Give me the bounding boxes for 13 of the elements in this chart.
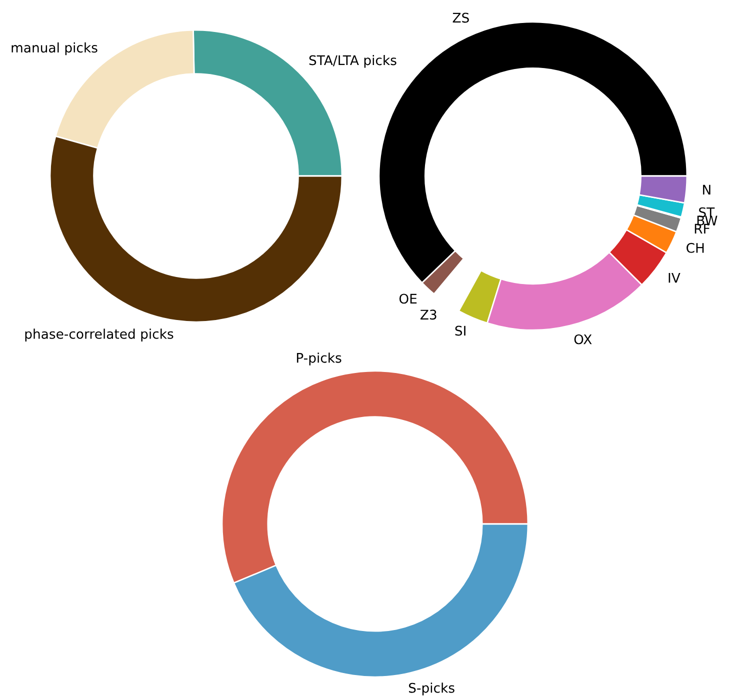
slice-label: manual picks xyxy=(12,42,98,56)
slice-label: CH xyxy=(686,242,704,253)
slice-label: OE xyxy=(399,294,417,304)
slice-label: SI xyxy=(455,326,466,336)
slice-label: IV xyxy=(668,273,680,283)
slice-label: STA/LTA picks xyxy=(309,54,396,68)
slice-label: phase-correlated picks xyxy=(25,328,174,342)
slice-label: Z3 xyxy=(420,310,436,320)
slice-label: N xyxy=(703,184,710,195)
slice-label: ZS xyxy=(452,12,469,23)
slice-label: S-picks xyxy=(408,682,454,696)
slice-label: OX xyxy=(574,334,592,344)
slice-label: P-picks xyxy=(296,352,342,366)
